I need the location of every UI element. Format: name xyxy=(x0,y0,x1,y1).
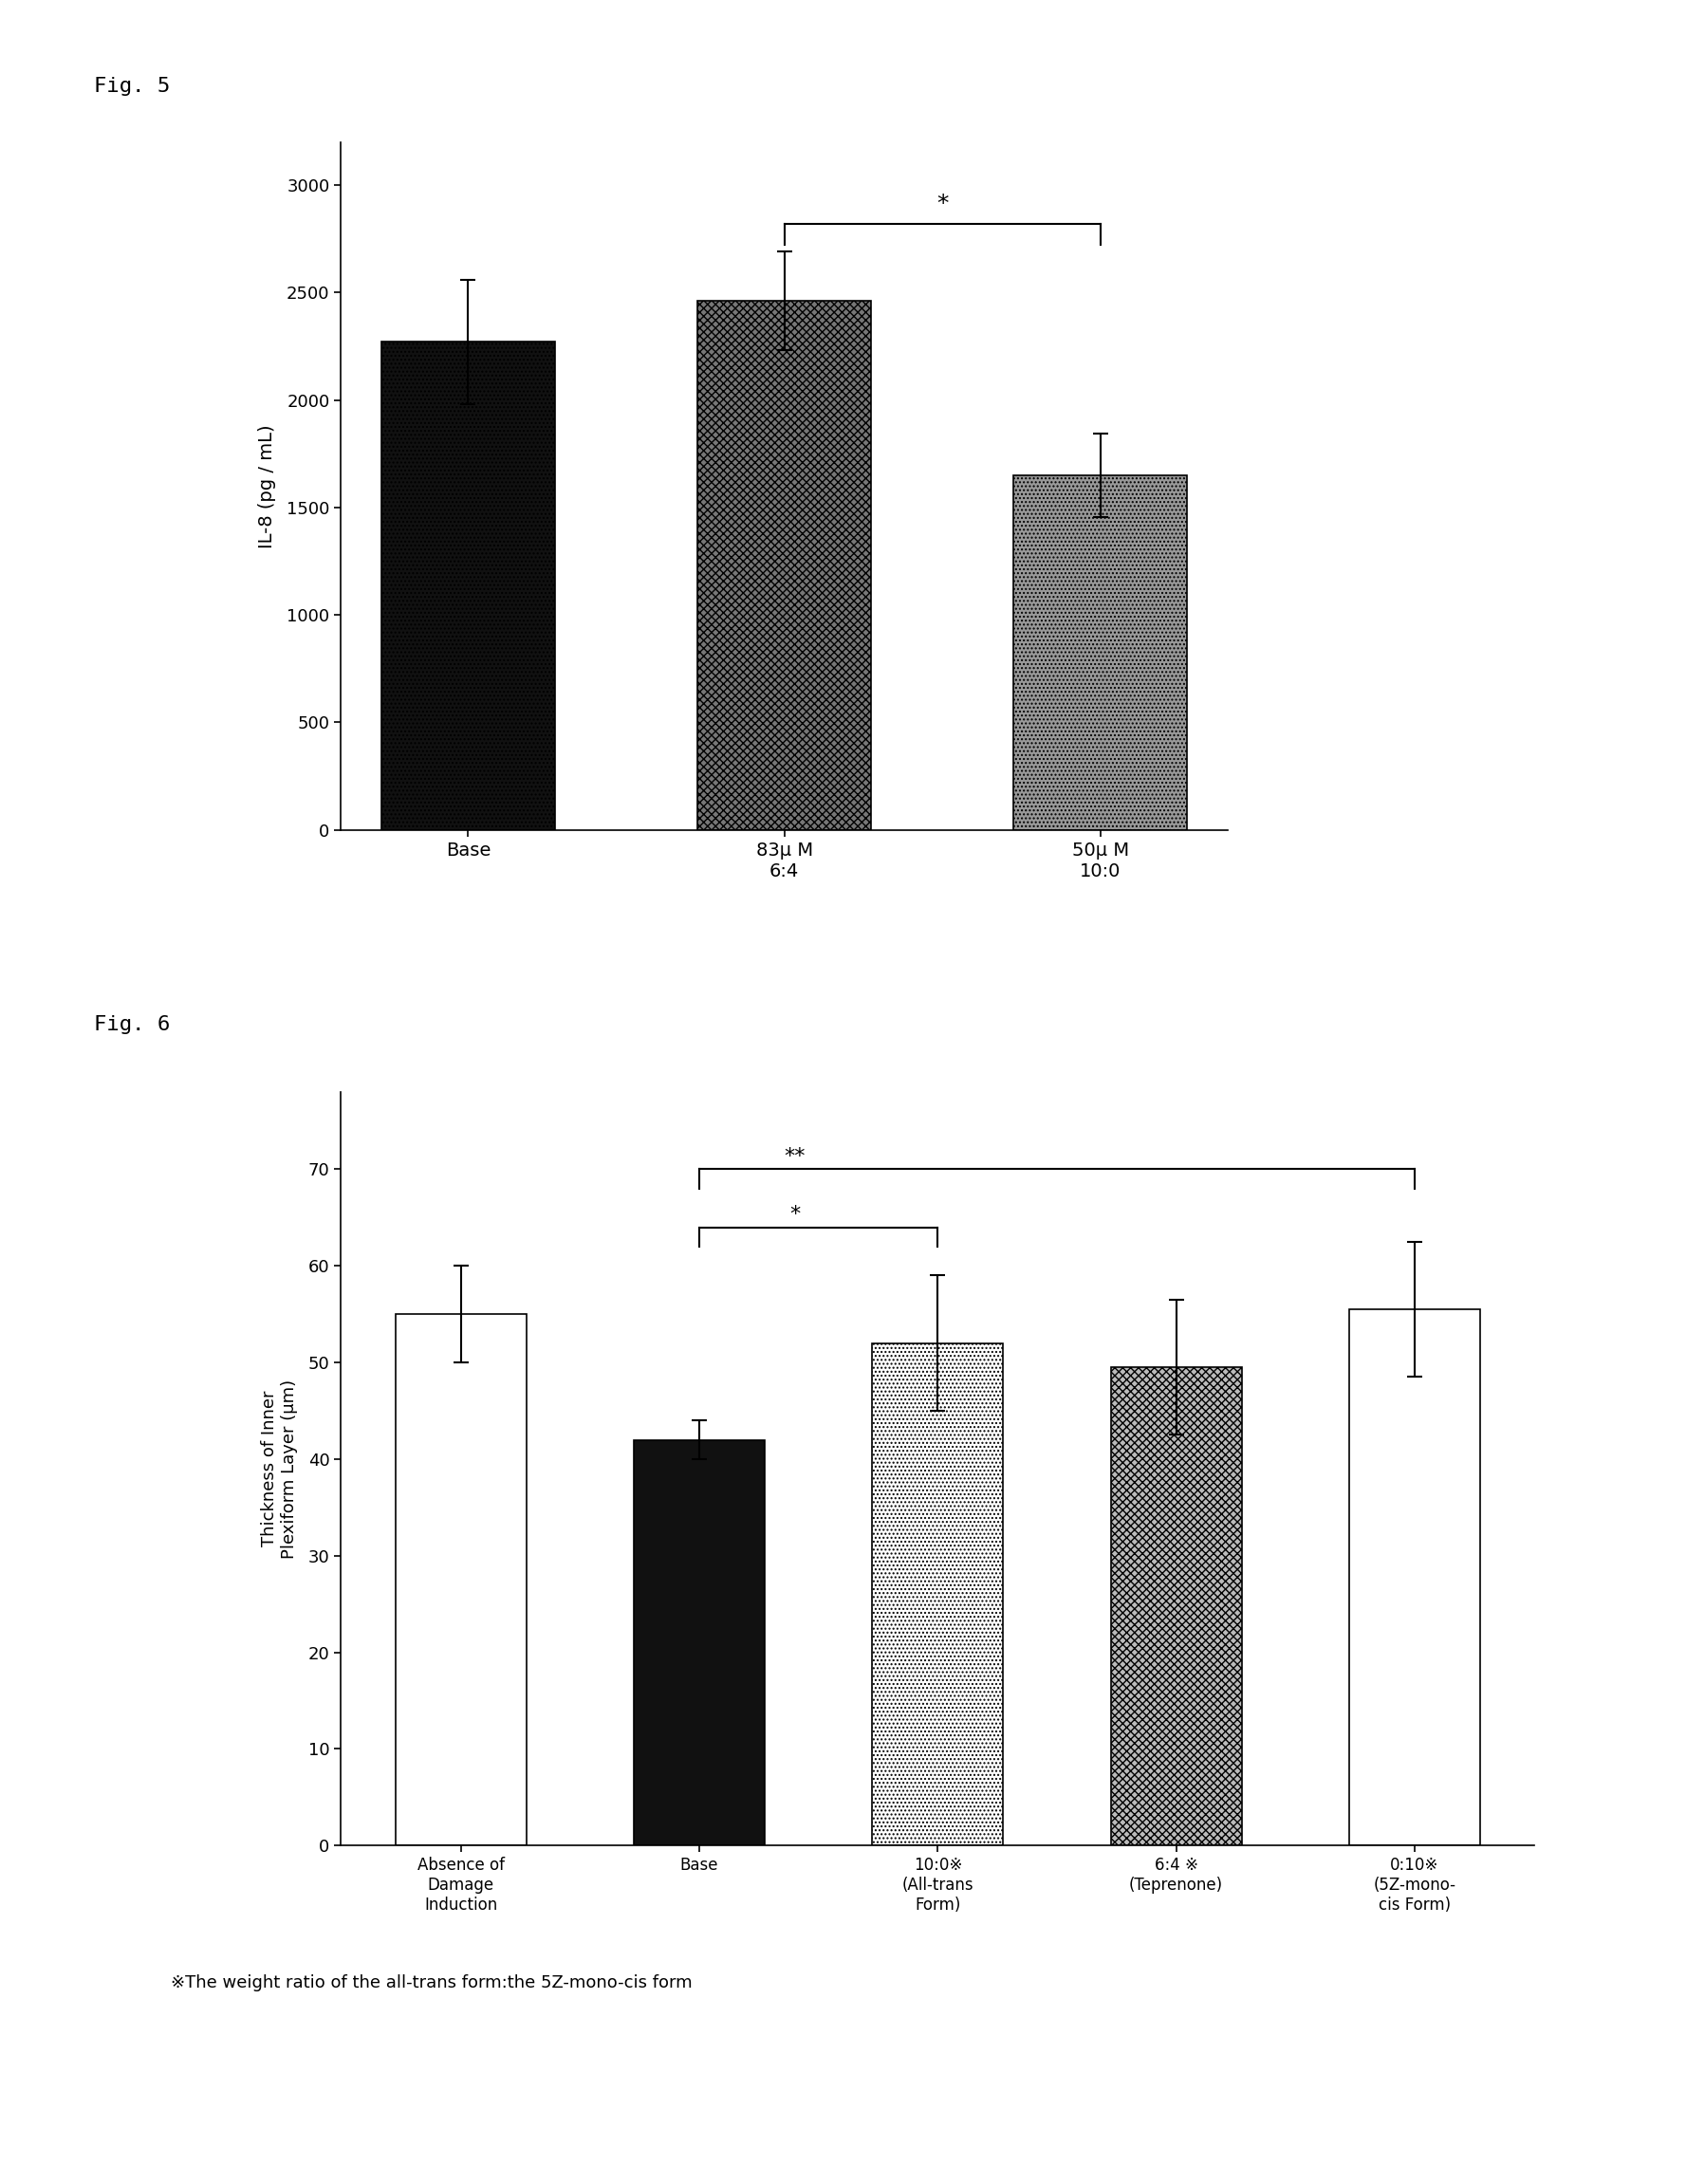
Y-axis label: Thickness of Inner
Plexiform Layer (μm): Thickness of Inner Plexiform Layer (μm) xyxy=(261,1378,298,1559)
Text: **: ** xyxy=(784,1147,805,1166)
Text: ※The weight ratio of the all-trans form:the 5Z-mono-cis form: ※The weight ratio of the all-trans form:… xyxy=(170,1974,692,1992)
Bar xyxy=(1110,1367,1241,1845)
Bar xyxy=(697,301,871,830)
Bar xyxy=(396,1315,527,1845)
Text: *: * xyxy=(789,1206,800,1225)
Bar xyxy=(1349,1310,1480,1845)
Text: Fig. 5: Fig. 5 xyxy=(94,76,170,96)
Y-axis label: IL-8 (pg / mL): IL-8 (pg / mL) xyxy=(257,424,276,548)
Bar xyxy=(634,1439,766,1845)
Bar xyxy=(873,1343,1003,1845)
Bar xyxy=(382,343,556,830)
Bar xyxy=(1013,476,1187,830)
Text: *: * xyxy=(936,192,948,214)
Text: Fig. 6: Fig. 6 xyxy=(94,1016,170,1035)
